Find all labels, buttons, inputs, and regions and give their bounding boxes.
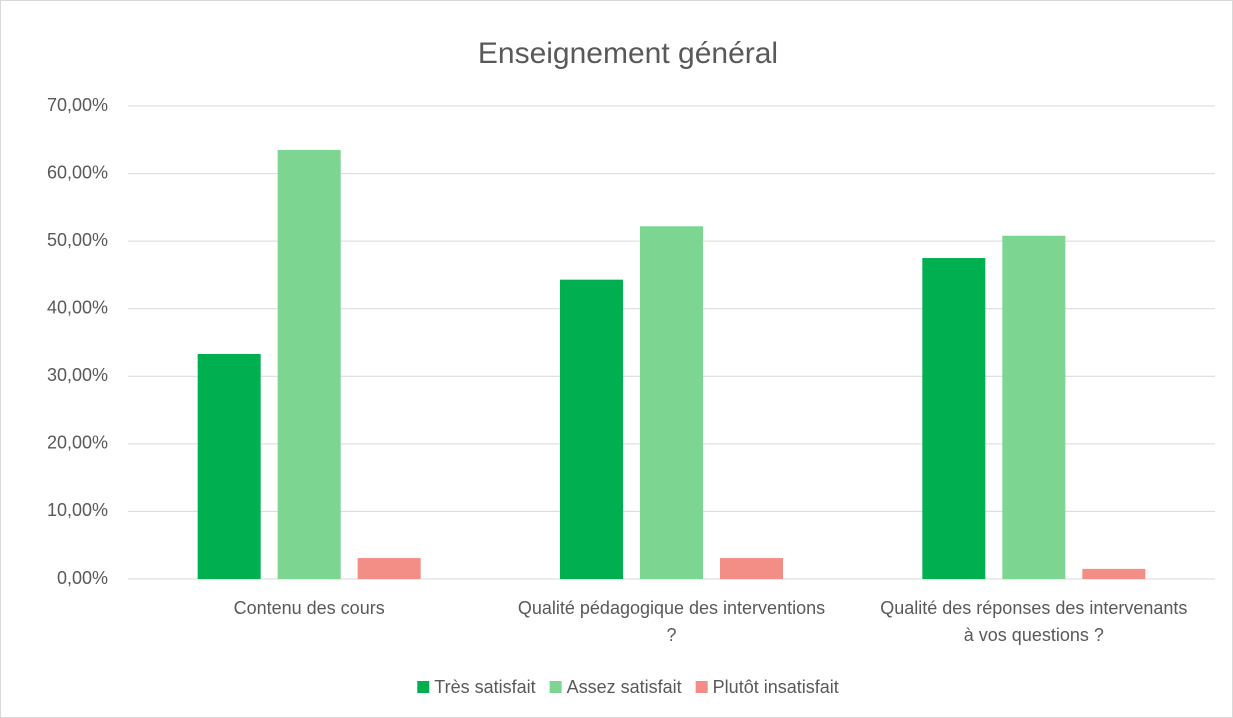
bar: [1082, 568, 1146, 579]
bar: [197, 353, 261, 579]
bar: [560, 279, 623, 579]
bar: [277, 149, 341, 579]
bar: [640, 226, 703, 579]
bar: [1002, 235, 1066, 580]
x-tick-label: Contenu des cours: [233, 598, 385, 618]
y-tick-label: 10,00%: [47, 500, 108, 520]
legend-label: Très satisfait: [434, 677, 535, 697]
x-tick-label: Qualité pédagogique des interventions ?: [517, 598, 826, 645]
y-tick-label: 30,00%: [47, 365, 108, 385]
legend-label: Plutôt insatisfait: [713, 677, 839, 697]
y-tick-label: 40,00%: [47, 297, 108, 317]
y-tick-label: 50,00%: [47, 230, 108, 250]
y-tick-label: 60,00%: [47, 162, 108, 182]
bar: [720, 558, 783, 579]
bar: [357, 558, 421, 579]
legend-swatch: [695, 681, 708, 693]
y-tick-label: 0,00%: [57, 568, 108, 588]
bar: [922, 258, 986, 579]
y-tick-label: 20,00%: [47, 433, 108, 453]
y-tick-label: 70,00%: [47, 95, 108, 115]
chart-title: Enseignement général: [478, 37, 778, 70]
legend-label: Assez satisfait: [567, 677, 682, 697]
legend-swatch: [417, 681, 430, 693]
legend-swatch: [549, 681, 562, 693]
x-tick-label: Qualité des réponses des intervenants à …: [880, 598, 1188, 645]
